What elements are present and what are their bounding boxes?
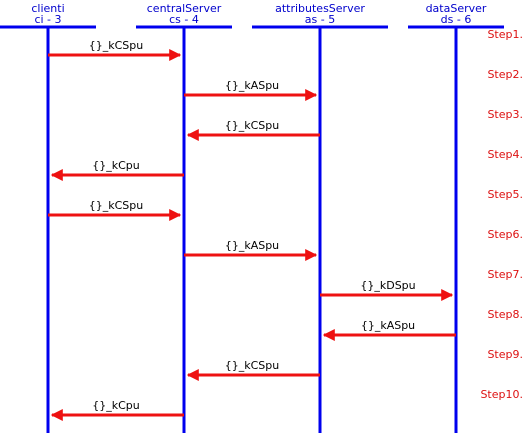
message-label: {}_kASpu	[361, 319, 415, 332]
step-label: Step7.	[487, 268, 523, 281]
actor-name: clienti	[31, 2, 64, 15]
message-label: {}_kASpu	[225, 239, 279, 252]
message-label: {}_kCSpu	[225, 119, 279, 132]
message-label: {}_kCpu	[92, 159, 140, 172]
step-label: Step6.	[487, 228, 523, 241]
step-label: Step2.	[487, 68, 523, 81]
message-5: {}_kCSpu	[48, 199, 182, 221]
actor-name: attributesServer	[275, 2, 365, 15]
message-label: {}_kCSpu	[89, 39, 143, 52]
message-label: {}_kDSpu	[360, 279, 415, 292]
messages-layer: {}_kCSpu {}_kASpu {}_kCSpu {}_kCpu {}_kCSpu {…	[48, 39, 456, 421]
actor-alias: ci - 3	[34, 13, 61, 26]
steps-layer: Step1. Step2. Step3. Step4. Step5. Step6. Step…	[480, 28, 523, 401]
message-2: {}_kASpu	[184, 79, 318, 101]
message-8: {}_kASpu	[322, 319, 456, 341]
message-9: {}_kCSpu	[186, 359, 320, 381]
message-6: {}_kASpu	[184, 239, 318, 261]
actor-alias: cs - 4	[169, 13, 199, 26]
step-label: Step5.	[487, 188, 523, 201]
message-label: {}_kCpu	[92, 399, 140, 412]
actor-alias: as - 5	[305, 13, 335, 26]
message-label: {}_kCSpu	[225, 359, 279, 372]
step-label: Step4.	[487, 148, 523, 161]
message-label: {}_kCSpu	[89, 199, 143, 212]
message-1: {}_kCSpu	[48, 39, 182, 61]
actor-alias: ds - 6	[441, 13, 472, 26]
step-label: Step10.	[480, 388, 523, 401]
message-4: {}_kCpu	[50, 159, 184, 181]
message-10: {}_kCpu	[50, 399, 184, 421]
step-label: Step3.	[487, 108, 523, 121]
message-3: {}_kCSpu	[186, 119, 320, 141]
message-label: {}_kASpu	[225, 79, 279, 92]
step-label: Step9.	[487, 348, 523, 361]
actor-name: dataServer	[426, 2, 487, 15]
step-label: Step1.	[487, 28, 523, 41]
message-7: {}_kDSpu	[320, 279, 454, 301]
step-label: Step8.	[487, 308, 523, 321]
actor-name: centralServer	[147, 2, 222, 15]
